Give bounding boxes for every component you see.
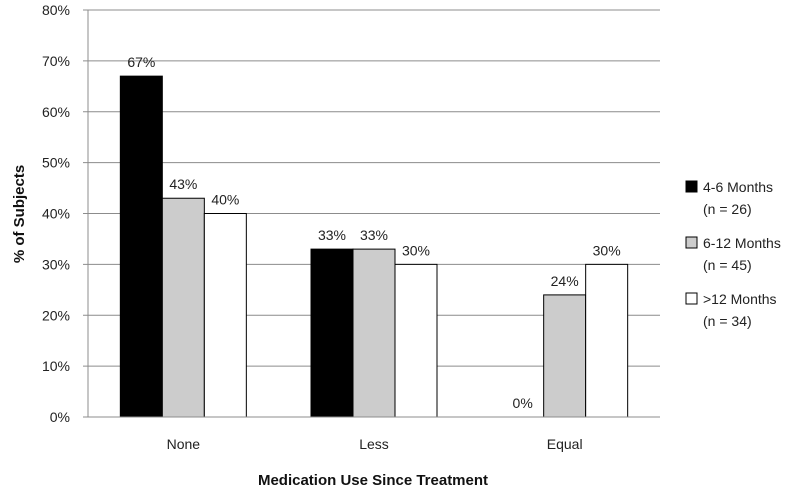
- data-label: 33%: [318, 227, 346, 243]
- y-tick-label: 20%: [42, 307, 70, 323]
- legend-label: >12 Months: [703, 291, 777, 307]
- data-label: 30%: [593, 242, 621, 258]
- x-axis-ticks: None Less Equal: [167, 436, 583, 452]
- y-tick-label: 60%: [42, 104, 70, 120]
- legend: 4-6 Months (n = 26) 6-12 Months (n = 45) >12…: [685, 179, 781, 329]
- y-tick-label: 80%: [42, 2, 70, 18]
- data-label: 24%: [551, 273, 579, 289]
- x-tick-label: None: [167, 436, 201, 452]
- legend-label: (n = 26): [703, 201, 752, 217]
- legend-swatch: [685, 236, 698, 249]
- bar: [352, 248, 396, 418]
- y-axis-ticks: 0% 10% 20% 30% 40% 50% 60% 70% 80%: [42, 2, 70, 425]
- legend-label: (n = 34): [703, 313, 752, 329]
- bar: [119, 75, 163, 418]
- bar: [585, 263, 629, 418]
- x-tick-label: Less: [359, 436, 389, 452]
- legend-swatch: [685, 292, 698, 305]
- data-label: 67%: [127, 54, 155, 70]
- legend-label: 6-12 Months: [703, 235, 781, 251]
- x-axis-title: Medication Use Since Treatment: [258, 472, 488, 489]
- data-label: 0%: [513, 395, 533, 411]
- data-label: 33%: [360, 227, 388, 243]
- y-tick-label: 40%: [42, 206, 70, 222]
- bar: [394, 263, 438, 418]
- bar: [543, 294, 587, 418]
- x-tick-label: Equal: [547, 436, 583, 452]
- data-label: 30%: [402, 242, 430, 258]
- legend-label: 4-6 Months: [703, 179, 773, 195]
- y-tick-label: 30%: [42, 256, 70, 272]
- data-label: 43%: [169, 176, 197, 192]
- bar: [161, 197, 205, 418]
- y-tick-label: 70%: [42, 53, 70, 69]
- bar: [203, 213, 247, 418]
- y-tick-label: 50%: [42, 155, 70, 171]
- bars: [119, 75, 629, 418]
- data-label: 40%: [211, 192, 239, 208]
- bar: [310, 248, 354, 418]
- y-tick-label: 0%: [50, 409, 70, 425]
- y-tick-label: 10%: [42, 358, 70, 374]
- legend-swatch: [685, 180, 698, 193]
- legend-label: (n = 45): [703, 257, 752, 273]
- data-labels: 67% 43% 40% 33% 33% 30% 0% 24% 30%: [127, 54, 620, 411]
- axes: [83, 9, 660, 418]
- y-axis-title: % of Subjects: [11, 165, 28, 263]
